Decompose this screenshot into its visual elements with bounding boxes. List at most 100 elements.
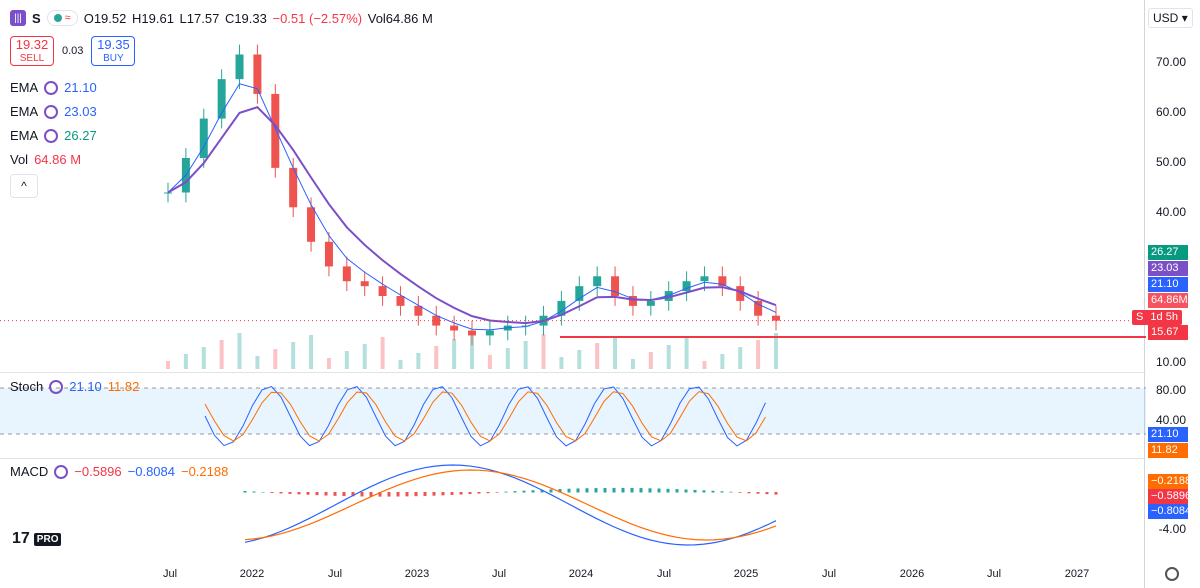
macd-histogram-bar [477,492,481,494]
macd-histogram-bar [279,492,283,494]
candle-body [646,300,655,306]
candle-body [521,325,530,327]
indicator-name: EMA [10,104,39,119]
pane-separator[interactable] [0,372,1146,373]
volume-bar [577,350,582,369]
candle-body [772,315,780,321]
macd-histogram-bar [765,492,769,495]
price-axis-divider [1144,0,1145,588]
macd-histogram-bar [693,489,697,493]
indicator-volume[interactable]: Vol 64.86 M [10,152,81,167]
macd-histogram-bar [486,492,490,494]
macd-chart[interactable] [0,460,1146,556]
volume-bar [487,355,492,369]
time-axis-label: 2025 [733,568,759,580]
collapse-legend-button[interactable]: ^ [10,174,38,198]
candle-body [253,54,262,94]
countdown-text: 1d 5h [1150,311,1178,323]
refresh-icon[interactable] [44,80,59,95]
stoch-k-tag: 21.10 [1148,427,1188,442]
indicator-value: 26.27 [64,128,97,143]
indicator-name: Vol [10,152,29,167]
ema-2-tag: 23.03 [1148,261,1188,276]
indicator-ema-1[interactable]: EMA 21.10 [10,80,97,95]
volume-tag: 64.86M [1148,293,1188,308]
pane-separator[interactable] [0,458,1146,459]
macd-histogram-bar [270,492,274,493]
main-chart-pane[interactable] [0,0,1146,370]
volume-bar [630,359,635,369]
wave-icon: ≈ [64,12,71,24]
candle-body [289,167,298,208]
candle-body [342,266,351,282]
currency-selector[interactable]: USD ▾ [1148,8,1193,28]
symbol-header: ||| S ≈ O19.52 H19.61 L17.57 C19.33 −0.5… [10,10,435,26]
volume-bar [523,341,528,369]
indicator-ema-3[interactable]: EMA 26.27 [10,128,97,143]
macd-histogram-bar [621,487,625,493]
macd-histogram-bar [306,492,310,495]
macd-histogram-bar [531,490,535,493]
macd-histogram-bar [648,488,652,493]
sentinelone-logo-icon: ||| [10,10,26,26]
market-open-icon [53,14,62,22]
refresh-icon[interactable] [44,128,59,143]
candle-body [396,296,405,306]
market-status-pill[interactable]: ≈ [46,10,78,26]
macd-histogram-bar [387,492,391,497]
sell-button[interactable]: 19.32 SELL [10,36,54,66]
stoch-d-line [204,391,766,442]
macd-histogram-bar [720,491,724,493]
candle-body [199,118,208,158]
ema-line [167,83,777,331]
chevron-up-icon: ^ [21,179,27,193]
refresh-icon[interactable] [44,104,59,119]
macd-histogram-bar [369,492,373,497]
gear-icon[interactable] [1165,567,1179,581]
macd-histogram-bar [432,492,436,496]
stoch-chart[interactable] [0,374,1146,456]
stoch-legend[interactable]: Stoch 21.10 11.82 [10,379,139,394]
macd-line [244,464,777,546]
macd-histogram-bar [738,492,742,493]
symbol-name[interactable]: S [32,10,41,26]
time-axis-label: Jul [821,568,837,580]
macd-histogram-bar [378,492,382,497]
macd-histogram-bar [774,492,778,495]
candle-body [700,276,709,282]
macd-histogram-bar [639,488,643,493]
volume-bar [434,346,439,369]
buy-button[interactable]: 19.35 BUY [91,36,136,66]
volume-bar [648,352,653,369]
macd-histogram-bar [630,487,634,493]
tradingview-logo[interactable]: 17 PRO [12,530,62,548]
macd-line-value: −0.8084 [127,464,175,479]
indicator-value: 23.03 [64,104,97,119]
macd-histogram-bar [585,488,589,493]
indicator-name: EMA [10,80,39,95]
volume-bar [291,342,296,369]
volume-bar [416,353,421,369]
macd-histogram-bar [612,487,616,493]
macd-line-tag: −0.8084 [1148,504,1191,519]
candle-body [414,305,423,316]
refresh-icon[interactable] [49,379,64,394]
candle-body [611,276,620,296]
price-chart[interactable] [0,0,1146,370]
stoch-pane[interactable] [0,374,1146,456]
candle-body [664,291,673,301]
macd-histogram-bar [558,489,562,493]
time-axis-label: 2024 [568,568,594,580]
macd-legend[interactable]: MACD −0.5896 −0.8084 −0.2188 [10,464,228,479]
macd-histogram-bar [360,492,364,497]
refresh-icon[interactable] [54,464,69,479]
time-axis-label: Jul [162,568,178,580]
high-value: H19.61 [132,10,174,26]
indicator-ema-2[interactable]: EMA 23.03 [10,104,97,119]
candle-body [557,300,566,316]
volume-bar [255,356,260,369]
macd-pane[interactable] [0,460,1146,556]
low-value: L17.57 [179,10,220,26]
macd-hist-tag: −0.5896 [1148,489,1191,504]
volume-bar [380,337,385,369]
